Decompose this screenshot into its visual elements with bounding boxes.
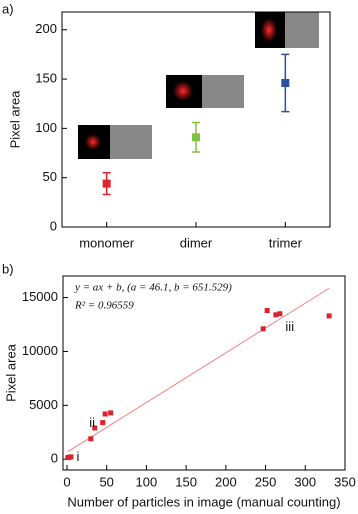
x-tick-label: 300 bbox=[294, 474, 316, 489]
inset-glow bbox=[85, 134, 101, 150]
y-tick-label: 50 bbox=[43, 169, 57, 184]
y-tick-label: 0 bbox=[51, 451, 58, 466]
panel-label: b) bbox=[2, 261, 14, 276]
x-tick-label: monomer bbox=[79, 235, 135, 250]
point bbox=[92, 425, 98, 431]
marker bbox=[102, 179, 111, 188]
fit-line bbox=[67, 287, 330, 453]
point bbox=[260, 326, 266, 332]
y-axis-label: Pixel area bbox=[3, 343, 18, 402]
marker bbox=[281, 79, 290, 88]
x-tick-label: 150 bbox=[175, 474, 197, 489]
x-tick-label: 0 bbox=[63, 474, 70, 489]
y-tick-label: 0 bbox=[50, 218, 57, 233]
inset-image bbox=[202, 75, 244, 108]
point bbox=[100, 420, 106, 426]
x-tick-label: 200 bbox=[215, 474, 237, 489]
y-tick-label: 10000 bbox=[22, 343, 58, 358]
r-squared: R² = 0.96559 bbox=[74, 300, 134, 312]
point bbox=[264, 307, 270, 313]
x-tick-label: 100 bbox=[136, 474, 158, 489]
panel-label: a) bbox=[2, 1, 14, 16]
inset-image bbox=[285, 12, 319, 48]
inset-glow bbox=[173, 81, 193, 101]
x-axis-label: Number of particles in image (manual cou… bbox=[67, 494, 340, 509]
point bbox=[88, 436, 94, 442]
point bbox=[108, 410, 114, 416]
x-tick-label: trimer bbox=[269, 235, 303, 250]
inset-image bbox=[110, 125, 152, 159]
equation: y = ax + b, (a = 46.1, b = 651.529) bbox=[74, 282, 232, 294]
inset-glow bbox=[261, 18, 277, 42]
annotation: ii bbox=[89, 415, 95, 430]
point bbox=[273, 312, 279, 318]
annotation: i bbox=[77, 449, 80, 464]
y-axis-label: Pixel area bbox=[7, 90, 22, 149]
point bbox=[326, 313, 332, 319]
point bbox=[68, 454, 74, 460]
annotation: iii bbox=[285, 319, 294, 334]
point bbox=[102, 411, 108, 417]
x-tick-label: 250 bbox=[255, 474, 277, 489]
y-tick-label: 15000 bbox=[22, 289, 58, 304]
point bbox=[277, 311, 283, 317]
x-tick-label: dimer bbox=[180, 235, 213, 250]
y-tick-label: 200 bbox=[35, 21, 57, 36]
inset-images bbox=[78, 12, 319, 159]
marker bbox=[192, 133, 200, 142]
y-tick-label: 100 bbox=[35, 120, 57, 135]
x-tick-label: 350 bbox=[334, 474, 356, 489]
plot-frame bbox=[62, 275, 346, 471]
y-tick-label: 5000 bbox=[29, 397, 58, 412]
x-tick-label: 50 bbox=[99, 474, 113, 489]
y-tick-label: 150 bbox=[35, 71, 57, 86]
